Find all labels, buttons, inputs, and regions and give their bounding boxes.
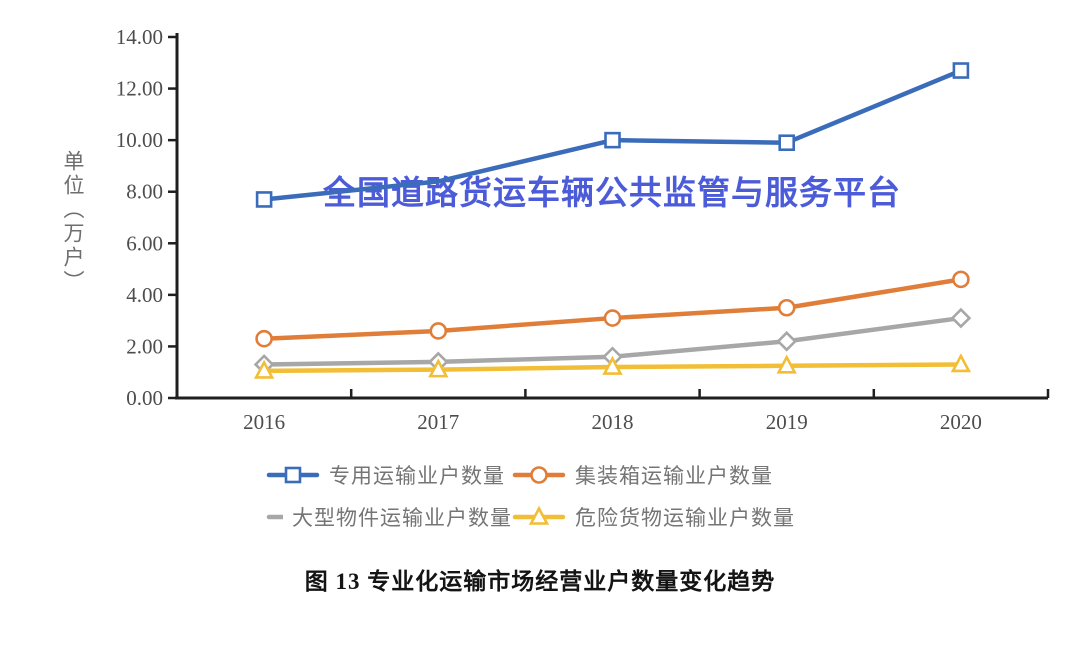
y-tick-label: 0.00 — [126, 386, 163, 410]
triangle-marker — [428, 358, 449, 378]
triangle-marker — [253, 359, 275, 379]
legend-label: 集装箱运输业户数量 — [575, 464, 773, 488]
diamond-legend-marker-icon — [266, 514, 283, 520]
x-tick-label: 2019 — [766, 410, 808, 434]
y-tick-label: 4.00 — [126, 283, 163, 307]
y-tick-label: 12.00 — [116, 77, 163, 101]
square-legend-marker-icon — [266, 466, 320, 484]
legend-item: 大型物件运输业户数量 — [266, 502, 512, 532]
circle-marker — [603, 309, 622, 327]
circle-legend-marker-icon — [512, 466, 566, 484]
circle-marker — [530, 466, 548, 484]
x-tick-label: 2017 — [417, 410, 459, 434]
diamond-marker — [950, 307, 972, 329]
circle-marker — [777, 298, 796, 317]
square-marker — [952, 62, 970, 79]
circle-marker — [429, 322, 448, 340]
circle-marker — [952, 270, 970, 289]
y-axis-title: 单位（万户） — [61, 150, 85, 294]
legend-item: 集装箱运输业户数量 — [512, 460, 795, 490]
legend-item: 危险货物运输业户数量 — [512, 502, 795, 532]
legend-label: 危险货物运输业户数量 — [575, 506, 795, 530]
figure-caption: 图 13 专业化运输市场经营业户数量变化趋势 — [304, 569, 776, 594]
x-tick-label: 2018 — [592, 410, 634, 434]
triangle-legend-marker-icon — [512, 506, 566, 525]
y-tick-label: 10.00 — [116, 128, 163, 152]
triangle-marker — [602, 355, 623, 375]
y-tick-label: 8.00 — [126, 180, 163, 204]
x-tick-label: 2020 — [940, 410, 982, 434]
legend-item: 专用运输业户数量 — [266, 460, 512, 490]
watermark-text: 全国道路货运车辆公共监管与服务平台 — [323, 173, 901, 212]
y-tick-label: 6.00 — [126, 231, 163, 255]
diamond-marker — [776, 330, 798, 352]
x-tick-label: 2016 — [243, 410, 285, 434]
square-marker — [284, 466, 302, 484]
legend-label: 专用运输业户数量 — [329, 464, 505, 488]
triangle-marker — [776, 354, 797, 374]
triangle-marker — [528, 506, 550, 525]
square-marker — [604, 131, 621, 149]
square-marker — [255, 191, 273, 208]
square-marker — [778, 134, 796, 152]
circle-marker — [255, 329, 273, 348]
chart-legend: 专用运输业户数量 集装箱运输业户数量大型物件运输业户数量 危险货物运输业户数量 — [266, 460, 795, 532]
y-tick-label: 14.00 — [116, 25, 163, 49]
triangle-marker — [950, 353, 972, 373]
line-chart: 0.00 2.00 4.00 6.00 8.00 10.00 12.00 14.00 2016 2… — [116, 25, 1050, 434]
legend-label: 大型物件运输业户数量 — [292, 506, 512, 530]
y-tick-label: 2.00 — [126, 334, 163, 358]
